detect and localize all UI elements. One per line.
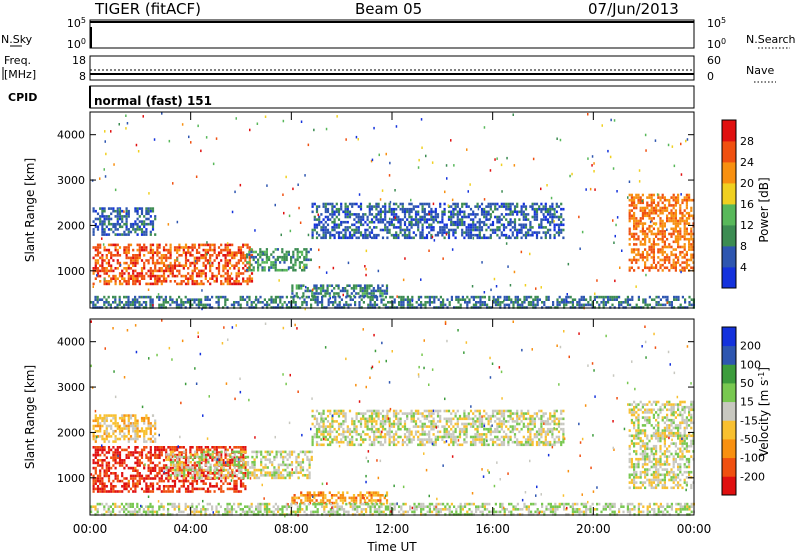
colorbar-tick-label: 15 bbox=[740, 396, 754, 409]
nave-label: Nave bbox=[746, 64, 774, 77]
colorbar-bin bbox=[722, 439, 736, 459]
colorbar-bin bbox=[722, 420, 736, 440]
y-tick-label: 4000 bbox=[57, 129, 85, 142]
nsky-trace bbox=[90, 21, 694, 23]
echo-region bbox=[311, 409, 565, 447]
velocity-y-axis: 4000 3000 2000 1000 bbox=[57, 336, 694, 485]
y-tick-label: 1000 bbox=[57, 472, 85, 485]
power-colorbar-label: Power [dB] bbox=[757, 177, 771, 242]
velocity-ylabel: Slant Range [km] bbox=[23, 365, 37, 469]
colorbar-frame bbox=[721, 119, 737, 289]
colorbar-bin bbox=[722, 327, 736, 347]
colorbar-bin bbox=[722, 225, 736, 247]
nsky-tick-top: 105 bbox=[67, 16, 86, 30]
colorbar-bin bbox=[722, 476, 736, 496]
x-tick-label: 08:00 bbox=[274, 522, 309, 536]
nsky-strip-frame bbox=[89, 19, 695, 49]
nsearch-tick-top: 105 bbox=[707, 16, 726, 30]
x-tick-label: 16:00 bbox=[475, 522, 510, 536]
colorbar-tick-label: 8 bbox=[740, 240, 747, 253]
nave-tick-top: 60 bbox=[707, 54, 721, 67]
power-x-axis bbox=[89, 112, 695, 308]
colorbar-bin bbox=[722, 141, 736, 163]
colorbar-tick-label: 12 bbox=[740, 219, 754, 232]
colorbar-bin bbox=[722, 120, 736, 142]
colorbar-bin bbox=[722, 246, 736, 268]
velocity-colorbar-label: Velocity [m s-1] bbox=[757, 367, 771, 457]
colorbar-tick-label: -100 bbox=[740, 452, 765, 465]
velocity-echo-layer bbox=[90, 319, 695, 518]
colorbar-bin bbox=[722, 345, 736, 365]
colorbar-tick-label: 28 bbox=[740, 135, 754, 148]
echo-region bbox=[311, 202, 565, 240]
velocity-panel: 4000 3000 2000 1000 00:00 04:00 08:00 12:00 16:… bbox=[23, 318, 771, 536]
nsearch-tick-bottom: 100 bbox=[707, 37, 726, 51]
cpid-value: normal (fast) 151 bbox=[94, 94, 212, 108]
freq-label-1: Freq. bbox=[4, 54, 31, 67]
colorbar-bin bbox=[722, 183, 736, 205]
x-tick-label: 12:00 bbox=[375, 522, 410, 536]
y-tick-label: 2000 bbox=[57, 219, 85, 232]
colorbar-tick-label: 20 bbox=[740, 177, 754, 190]
colorbar-tick-label: 16 bbox=[740, 198, 754, 211]
colorbar-bin bbox=[722, 162, 736, 184]
colorbar-tick-label: -15 bbox=[740, 414, 758, 427]
freq-label-2: [MHz] bbox=[4, 68, 36, 81]
colorbar-frame bbox=[721, 326, 737, 496]
colorbar-tick-label: 100 bbox=[740, 358, 761, 371]
colorbar-tick-label: 200 bbox=[740, 340, 761, 353]
colorbar-bin bbox=[722, 267, 736, 289]
echo-region bbox=[165, 450, 313, 480]
nsky-label: N.Sky bbox=[1, 33, 33, 46]
colorbar-tick-label: -50 bbox=[740, 433, 758, 446]
echo-noise bbox=[90, 319, 692, 518]
echo-noise bbox=[91, 112, 689, 311]
freq-tick-bottom: 8 bbox=[79, 70, 86, 83]
y-tick-label: 3000 bbox=[57, 381, 85, 394]
power-panel: 4000 3000 2000 1000 Slant Range [km] 28 24 20… bbox=[23, 111, 771, 311]
y-tick-label: 2000 bbox=[57, 426, 85, 439]
y-tick-label: 3000 bbox=[57, 174, 85, 187]
colorbar-tick-label: -200 bbox=[740, 470, 765, 483]
colorbar-tick-label: 4 bbox=[740, 261, 747, 274]
echo-region bbox=[246, 248, 312, 272]
power-ylabel: Slant Range [km] bbox=[23, 158, 37, 262]
x-tick-label: 00:00 bbox=[73, 522, 108, 536]
colorbar-bin bbox=[722, 364, 736, 384]
colorbar-tick-label: 50 bbox=[740, 377, 754, 390]
x-axis-title: Time UT bbox=[366, 540, 417, 554]
colorbar-bin bbox=[722, 457, 736, 477]
nsearch-label: N.Search bbox=[746, 33, 796, 46]
colorbar-tick-label: 24 bbox=[740, 156, 754, 169]
colorbar-bin bbox=[722, 204, 736, 226]
nave-tick-bottom: 0 bbox=[707, 70, 714, 83]
x-tick-label: 00:00 bbox=[677, 522, 712, 536]
velocity-x-axis: 00:00 04:00 08:00 12:00 16:00 20:00 00:00 bbox=[73, 319, 712, 536]
colorbar-bin bbox=[722, 401, 736, 421]
colorbar-bin bbox=[722, 383, 736, 403]
power-y-axis: 4000 3000 2000 1000 bbox=[57, 129, 694, 278]
cpid-label: CPID bbox=[8, 91, 37, 104]
power-echo-layer bbox=[90, 112, 695, 311]
freq-tick-top: 18 bbox=[72, 54, 86, 67]
freq-strip-frame bbox=[89, 55, 695, 81]
beam-title: Beam 05 bbox=[355, 0, 422, 18]
x-tick-label: 04:00 bbox=[173, 522, 208, 536]
echo-region bbox=[92, 207, 157, 236]
y-tick-label: 4000 bbox=[57, 336, 85, 349]
power-colorbar: 28 24 20 16 12 8 4 bbox=[721, 119, 754, 289]
date-title: 07/Jun/2013 bbox=[588, 0, 679, 18]
velocity-colorbar: 200 100 50 15 -15 -50 -100 -200 bbox=[721, 326, 765, 496]
echo-region bbox=[92, 414, 157, 443]
echo-region bbox=[92, 243, 254, 286]
y-tick-label: 1000 bbox=[57, 265, 85, 278]
nsky-tick-bottom: 100 bbox=[67, 37, 86, 51]
x-tick-label: 20:00 bbox=[576, 522, 611, 536]
station-title: TIGER (fitACF) bbox=[94, 0, 201, 18]
